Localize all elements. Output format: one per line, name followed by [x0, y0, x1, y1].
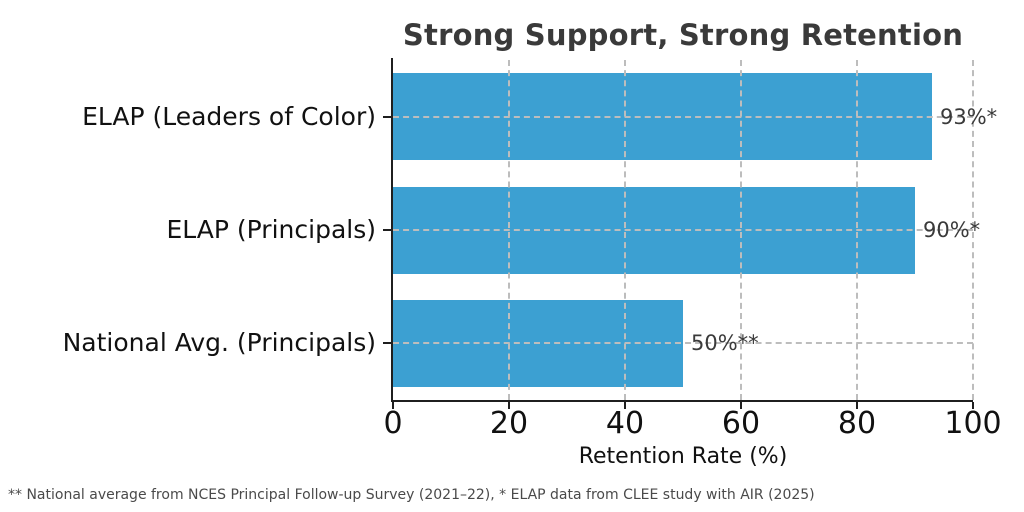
bar-value-label: 90%* — [923, 218, 981, 242]
y-gridline — [393, 116, 973, 118]
x-tick-label: 40 — [605, 406, 645, 441]
y-axis-spine — [391, 58, 393, 402]
y-category-label: ELAP (Leaders of Color) — [82, 102, 376, 131]
x-tick-label: 60 — [721, 406, 761, 441]
chart-title: Strong Support, Strong Retention — [402, 18, 964, 52]
footnote-text: ** National average from NCES Principal … — [8, 487, 815, 503]
bar-value-label: 50%** — [691, 331, 759, 355]
x-tick-mark — [624, 402, 626, 409]
y-tick-mark — [383, 116, 391, 118]
y-gridline — [393, 342, 973, 344]
y-gridline — [393, 229, 973, 231]
y-tick-mark — [383, 342, 391, 344]
bar-value-label: 93%* — [940, 105, 998, 129]
x-tick-label: 20 — [489, 406, 529, 441]
x-tick-label: 80 — [837, 406, 877, 441]
x-tick-mark — [856, 402, 858, 409]
x-tick-mark — [508, 402, 510, 409]
x-axis-spine — [391, 400, 973, 402]
y-category-label: ELAP (Principals) — [166, 215, 377, 244]
y-tick-mark — [383, 229, 391, 231]
x-axis-title: Retention Rate (%) — [578, 444, 788, 469]
x-tick-label: 100 — [944, 406, 1002, 441]
x-gridline — [972, 60, 974, 400]
y-category-label: National Avg. (Principals) — [62, 328, 376, 357]
x-tick-mark — [972, 402, 974, 409]
x-tick-mark — [392, 402, 394, 409]
x-tick-label: 0 — [383, 406, 403, 441]
x-tick-mark — [740, 402, 742, 409]
